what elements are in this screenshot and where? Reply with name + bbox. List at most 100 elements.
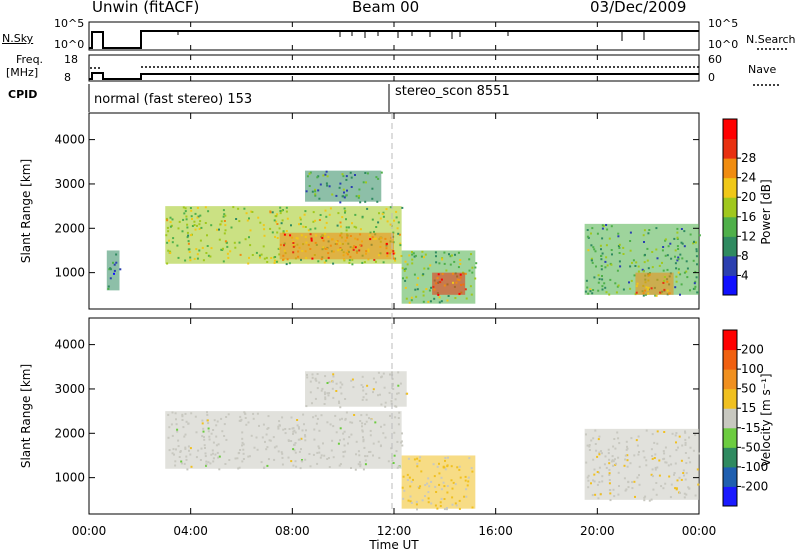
beam-title: Beam 00	[352, 0, 420, 16]
data-cell	[398, 411, 401, 414]
data-cell	[608, 482, 611, 485]
data-cell	[243, 411, 246, 414]
data-cell	[411, 262, 414, 265]
data-cell	[335, 240, 338, 243]
data-cell	[662, 246, 665, 248]
data-cell	[328, 213, 331, 216]
data-cell	[210, 224, 213, 227]
data-cell	[318, 197, 321, 200]
data-cell	[651, 475, 654, 478]
data-cell	[451, 254, 453, 257]
data-cell	[389, 223, 392, 226]
data-cell	[600, 265, 603, 267]
data-cell	[422, 300, 425, 303]
data-cell	[390, 400, 393, 403]
data-cell	[608, 468, 611, 471]
data-cell	[597, 281, 600, 284]
data-cell	[166, 226, 169, 229]
data-cell	[608, 472, 611, 475]
data-cell	[400, 255, 403, 257]
data-cell	[659, 291, 662, 294]
velocity-colorbar-frame	[722, 329, 738, 507]
data-cell	[601, 237, 604, 240]
data-cell	[354, 213, 357, 216]
data-cell	[588, 444, 591, 446]
data-cell	[684, 452, 687, 454]
data-cell	[331, 439, 334, 442]
cpid-segment-1: normal (fast stereo) 153	[94, 92, 253, 107]
data-cell	[391, 384, 394, 387]
data-cell	[445, 507, 448, 509]
data-cell	[328, 392, 331, 395]
data-cell	[598, 435, 601, 438]
velocity-colorbar-tick-label: -15	[741, 421, 761, 435]
data-cell	[260, 461, 263, 464]
data-cell	[617, 437, 620, 440]
data-cell	[466, 484, 469, 487]
data-cell	[414, 288, 417, 291]
scatter-region-6	[432, 272, 466, 295]
data-cell	[652, 488, 655, 491]
data-cell	[305, 190, 308, 193]
data-cell	[630, 437, 633, 440]
data-cell	[222, 209, 225, 212]
data-cell	[665, 461, 668, 464]
data-cell	[200, 226, 203, 229]
data-cell	[449, 263, 452, 266]
data-cell	[206, 419, 209, 422]
data-cell	[613, 438, 616, 440]
data-cell	[435, 255, 437, 258]
data-cell	[410, 299, 413, 302]
data-cell	[638, 474, 640, 477]
data-cell	[633, 480, 636, 483]
data-cell	[264, 440, 266, 443]
data-cell	[335, 382, 338, 385]
data-cell	[474, 277, 477, 280]
data-cell	[362, 440, 365, 443]
data-cell	[435, 491, 438, 493]
data-cell	[209, 255, 212, 258]
data-cell	[604, 286, 607, 289]
data-cell	[324, 209, 327, 212]
data-cell	[614, 282, 617, 285]
data-cell	[191, 218, 193, 220]
data-cell	[420, 255, 423, 258]
data-cell	[332, 456, 335, 459]
data-cell	[216, 451, 219, 454]
data-cell	[314, 378, 317, 381]
data-cell	[689, 446, 692, 449]
data-cell	[688, 436, 690, 439]
data-cell	[325, 182, 328, 185]
data-cell	[354, 246, 357, 249]
data-cell	[352, 248, 355, 251]
power-colorbar-tick-label: 16	[741, 210, 756, 224]
x-tick-label: 08:00	[275, 524, 310, 538]
nsky-label: N.Sky	[2, 32, 34, 45]
data-cell	[694, 494, 697, 497]
data-cell	[349, 421, 352, 424]
data-cell	[310, 239, 313, 242]
data-cell	[316, 462, 319, 465]
data-cell	[689, 461, 692, 464]
data-cell	[598, 453, 601, 456]
data-cell	[392, 231, 395, 234]
data-cell	[617, 493, 620, 496]
data-cell	[404, 260, 407, 263]
y-tick-label: 2000	[54, 221, 85, 235]
data-cell	[656, 442, 659, 445]
data-cell	[241, 437, 244, 440]
data-cell	[213, 419, 216, 422]
data-cell	[300, 258, 302, 261]
data-cell	[673, 472, 676, 474]
data-cell	[694, 285, 697, 288]
data-cell	[387, 460, 390, 463]
data-cell	[677, 271, 680, 274]
data-cell	[391, 382, 394, 385]
data-cell	[292, 245, 295, 248]
data-cell	[366, 172, 369, 175]
data-cell	[411, 251, 413, 253]
data-cell	[335, 194, 338, 197]
nave-tick-top: 60	[708, 53, 722, 66]
data-cell	[605, 466, 608, 469]
data-cell	[611, 455, 614, 458]
